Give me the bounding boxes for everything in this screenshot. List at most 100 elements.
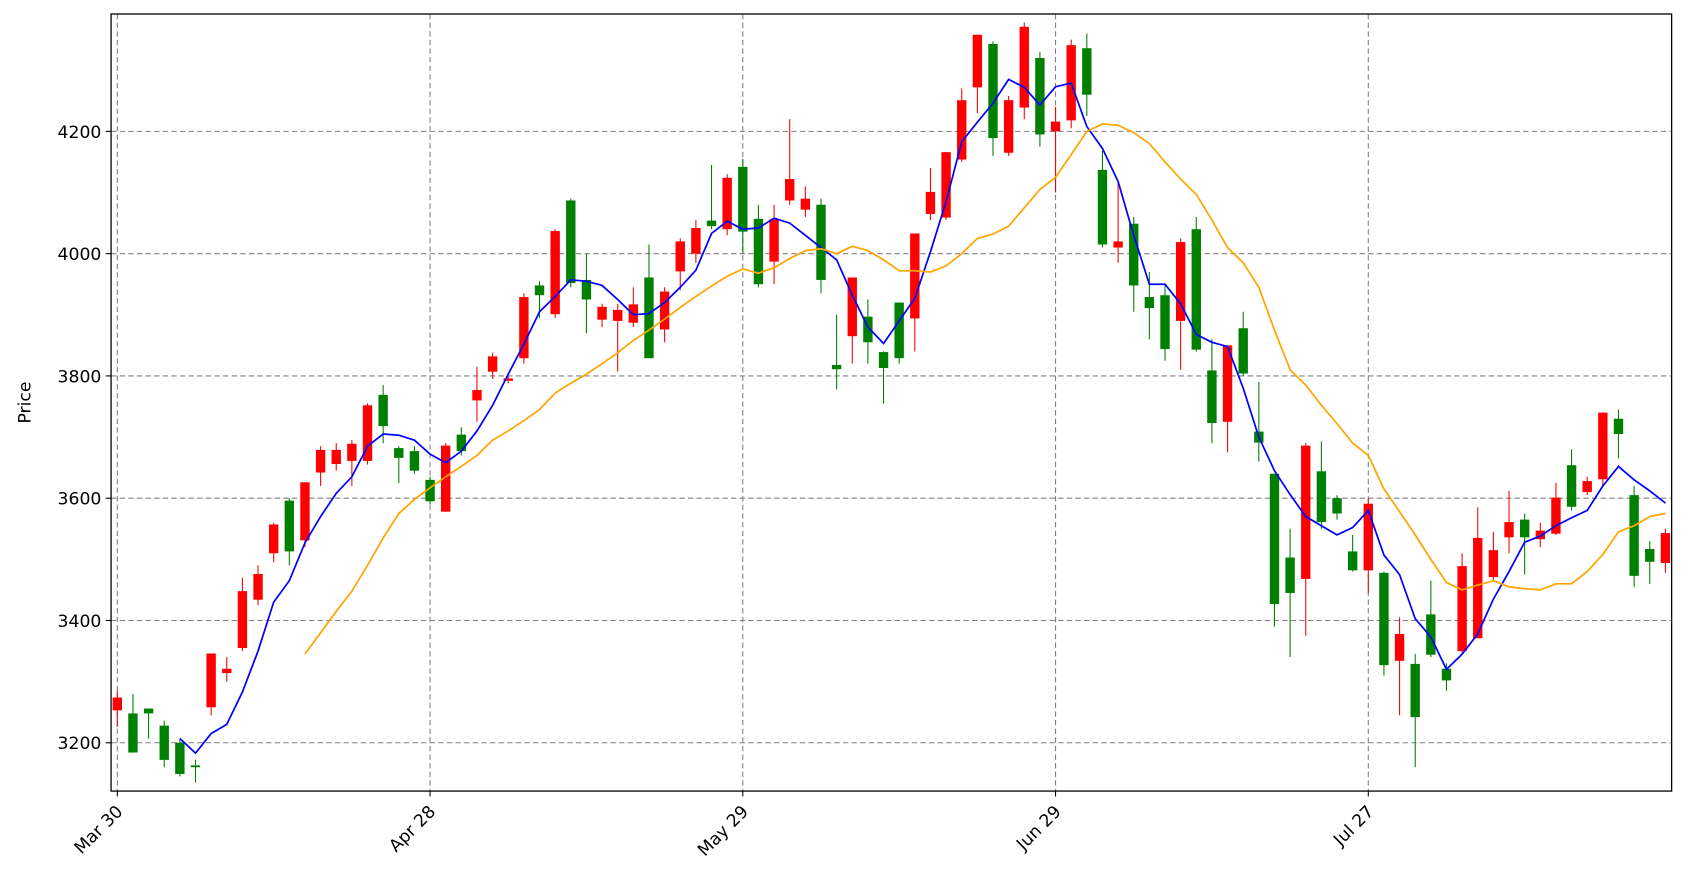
candle-body [1410,663,1420,718]
candle-body [659,291,670,330]
candle-body [1160,295,1170,350]
candle-body [159,725,169,760]
candle-body [331,449,341,464]
candle-body [644,277,654,359]
candle-body [878,352,889,368]
candle-body [1035,58,1045,135]
candle-body [253,574,263,600]
candle-body [503,378,513,381]
candle-body [1613,418,1624,435]
candle-body [1113,241,1123,248]
candle-body [785,179,795,201]
candle-body [800,198,811,210]
candle-body [472,389,482,401]
candle-body [847,277,857,337]
candle-body [972,34,983,88]
candle-body [957,100,967,160]
candle-body [738,166,748,232]
x-tick-label: Jul 27 [1329,802,1378,851]
candle-body [237,591,248,648]
candle-body [1582,481,1592,493]
candle-body [581,279,592,300]
candle-body [206,653,216,708]
candle-body [1301,445,1311,579]
candle-body [347,443,357,461]
candle-body [128,713,138,753]
moving-average-line [179,78,1666,755]
candle-body [613,309,623,321]
x-tick-label: Apr 28 [385,802,440,857]
x-tick-label: Mar 30 [71,802,127,858]
y-tick-label: 3600 [58,490,102,510]
plot-frame [110,13,1673,792]
candle-body [1269,473,1280,604]
candle-body [1144,297,1155,309]
candle-body [1129,223,1139,286]
moving-average-line [304,123,1666,655]
candle-body [362,405,373,461]
candle-body [1175,242,1186,321]
candle-body [1551,497,1561,534]
candle-body [675,241,685,272]
candle-body [1332,498,1342,514]
candle-body [1238,328,1248,374]
candle-body [863,316,873,343]
candle-body [628,304,639,323]
candle-body [519,297,529,359]
candle-body [910,233,920,319]
candle-body [175,742,185,774]
candle-body [753,218,764,285]
candle-body [1566,465,1577,507]
candle-body [831,364,842,370]
candle-body [112,697,123,711]
candle-body [1050,121,1061,132]
candle-body [441,445,451,512]
candle-body [394,448,404,458]
candle-body [1629,495,1639,576]
candle-body [1519,519,1530,538]
candle-body [1222,345,1233,422]
grid [111,13,1672,792]
candle-body [1097,169,1108,245]
candle-body [988,43,998,139]
candle-body [1473,537,1483,639]
y-tick-label: 4200 [58,123,102,143]
candle-body [1660,533,1671,564]
candle-body [566,200,576,284]
y-tick-label: 3800 [58,367,102,387]
candle-body [1003,100,1014,153]
candle-body [1363,503,1373,571]
candle-body [300,482,310,541]
y-tick-label: 3400 [58,612,102,632]
candle-body [1316,471,1327,523]
candle-body [1191,229,1201,350]
candle-body [550,231,560,315]
y-axis-label: Price [15,382,35,424]
y-tick-label: 4000 [58,245,102,265]
candle-body [456,434,467,452]
candle-body [597,306,607,320]
candle-body [894,302,904,359]
candle-body [143,708,154,714]
candle-body [691,227,701,254]
candle-body [378,394,388,427]
candle-body [190,765,201,768]
candle-body [268,524,279,554]
candle-body [1285,557,1295,593]
x-tick-label: May 29 [694,802,753,861]
candle-body [1598,412,1608,480]
candle-body [284,500,295,552]
candle-body [409,451,420,471]
candle-body [534,285,545,296]
candle-body [722,177,732,230]
candle-body [222,668,232,674]
candle-body [816,204,826,280]
candle-body [1082,48,1092,95]
y-tick-label: 3200 [58,734,102,754]
candle-body [1504,522,1514,538]
candle-body [1394,633,1405,661]
candle-body [941,152,951,218]
candle-body [1457,566,1467,652]
candle-body [1347,551,1358,571]
